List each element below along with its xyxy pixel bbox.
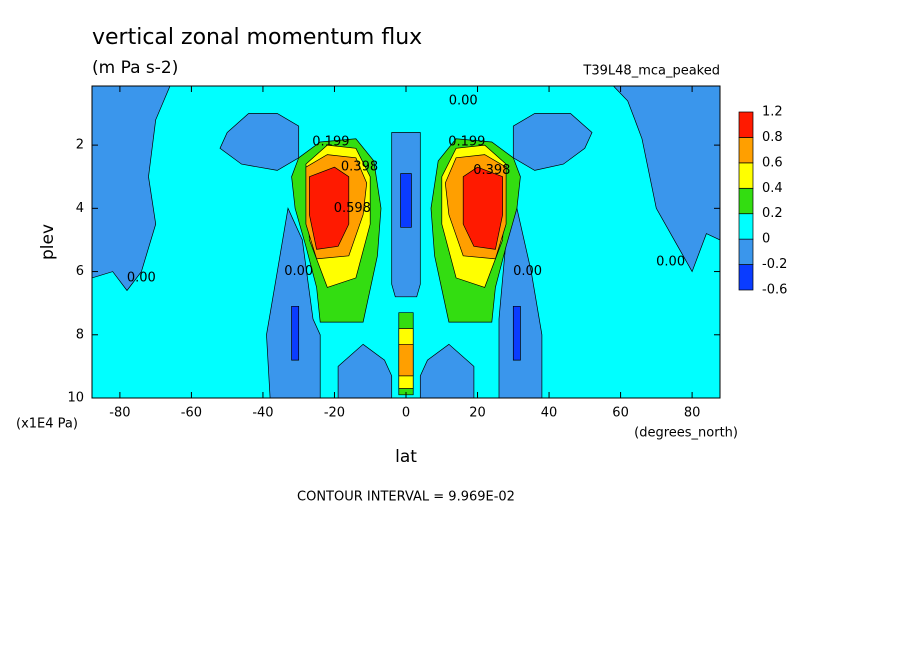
contour-label: 0.00 bbox=[656, 255, 685, 270]
contour-region bbox=[512, 305, 521, 361]
x-units: (degrees_north) bbox=[634, 426, 738, 441]
contour-region bbox=[291, 305, 300, 361]
contour-label: 0.00 bbox=[284, 264, 313, 279]
footer: CONTOUR INTERVAL = 9.969E-02 bbox=[297, 490, 515, 505]
x-tick-label: -80 bbox=[109, 406, 130, 421]
y-tick-label: 8 bbox=[76, 327, 84, 342]
contour-label: 0.00 bbox=[127, 270, 156, 285]
contour-region bbox=[309, 166, 350, 250]
colorbar-label: 0.8 bbox=[762, 130, 783, 145]
x-tick-label: 60 bbox=[612, 406, 629, 421]
contour-region bbox=[512, 113, 593, 171]
x-axis-label: lat bbox=[395, 447, 417, 467]
y-tick-label: 2 bbox=[76, 138, 84, 153]
colorbar-box bbox=[738, 238, 754, 265]
x-tick-label: 20 bbox=[469, 406, 486, 421]
colorbar-label: 0 bbox=[762, 232, 770, 247]
x-tick-label: 0 bbox=[402, 406, 410, 421]
colorbar-box bbox=[738, 137, 754, 164]
x-tick-label: -60 bbox=[181, 406, 202, 421]
chart-subtitle: (m Pa s-2) bbox=[92, 58, 178, 78]
y-units: (x1E4 Pa) bbox=[16, 417, 78, 432]
colorbar-label: -0.2 bbox=[762, 257, 787, 272]
contour-label: 0.00 bbox=[513, 264, 542, 279]
chart-title: vertical zonal momentum flux bbox=[92, 25, 422, 50]
x-tick-label: -20 bbox=[324, 406, 345, 421]
dataset-label: T39L48_mca_peaked bbox=[582, 64, 720, 79]
contour-label: 0.00 bbox=[449, 93, 478, 108]
colorbar-box bbox=[738, 187, 754, 215]
colorbar-label: 0.4 bbox=[762, 181, 783, 196]
contour-label: 0.398 bbox=[341, 160, 378, 175]
y-tick-label: 6 bbox=[76, 264, 84, 279]
y-axis-label: plev bbox=[38, 224, 58, 260]
y-tick-label: 10 bbox=[67, 391, 84, 406]
x-tick-label: -40 bbox=[252, 406, 273, 421]
contour-region bbox=[91, 85, 171, 292]
y-tick-label: 4 bbox=[76, 201, 84, 216]
contour-label: 0.598 bbox=[334, 201, 371, 216]
colorbar-label: 1.2 bbox=[762, 105, 783, 120]
colorbar-box bbox=[738, 111, 754, 138]
contour-region bbox=[398, 343, 414, 377]
contour-label: 0.398 bbox=[473, 163, 510, 178]
colorbar-box bbox=[738, 213, 754, 240]
contour-region bbox=[400, 173, 412, 228]
x-tick-label: 80 bbox=[684, 406, 701, 421]
x-tick-label: 40 bbox=[541, 406, 558, 421]
contour-region bbox=[462, 166, 503, 250]
contour-label: 0.199 bbox=[312, 134, 349, 149]
colorbar-label: 0.6 bbox=[762, 155, 783, 170]
colorbar-box bbox=[738, 162, 754, 189]
contour-label: 0.199 bbox=[448, 134, 485, 149]
colorbar-box bbox=[738, 264, 754, 291]
colorbar-label: -0.6 bbox=[762, 283, 787, 298]
colorbar-label: 0.2 bbox=[762, 206, 783, 221]
